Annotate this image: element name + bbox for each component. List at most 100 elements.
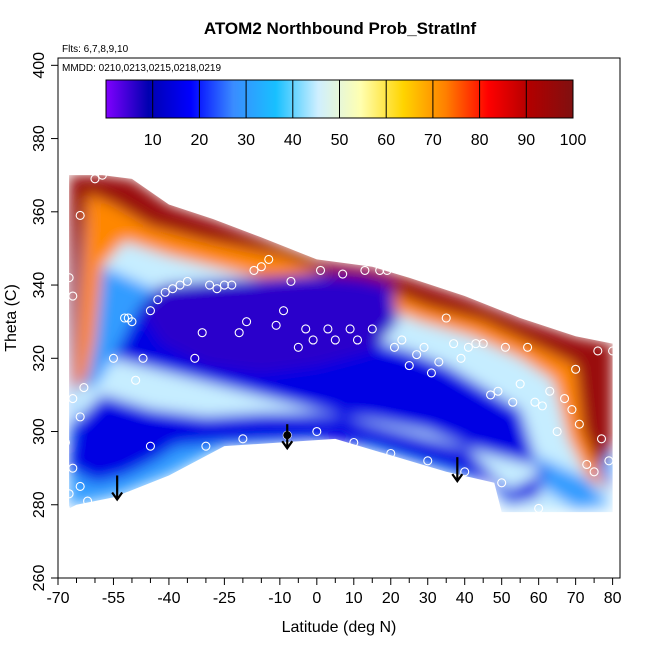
flights-annotation: Flts: 6,7,8,9,10 xyxy=(62,44,129,55)
y-tick-label: 280 xyxy=(31,491,48,518)
colorbar-tick-label: 10 xyxy=(144,132,162,149)
obs-point xyxy=(182,276,192,286)
obs-point xyxy=(375,265,385,275)
down-arrow xyxy=(451,457,464,484)
obs-point xyxy=(75,210,85,221)
obs-point xyxy=(219,280,229,290)
obs-point xyxy=(75,481,85,492)
obs-point xyxy=(497,478,507,488)
x-tick-label: 10 xyxy=(345,590,363,607)
obs-point xyxy=(537,401,547,411)
obs-point xyxy=(238,434,248,444)
obs-point xyxy=(608,346,618,356)
colorbar-tick-label: 100 xyxy=(560,132,587,149)
obs-point xyxy=(308,335,318,345)
colorbar-tick-label: 70 xyxy=(424,132,442,149)
obs-point xyxy=(456,353,466,363)
obs-point xyxy=(589,467,599,477)
x-tick-label: -10 xyxy=(268,590,291,607)
field-blur-group xyxy=(69,175,613,513)
obs-point xyxy=(312,426,322,437)
obs-point xyxy=(426,368,436,378)
colorbar-tick-label: 30 xyxy=(237,132,255,149)
obs-point xyxy=(382,265,392,275)
obs-point xyxy=(242,317,252,327)
x-tick-label: -70 xyxy=(46,590,69,607)
x-axis: -70 -55 -40 -25 -10 0 10 20 30 40 50 60 70 80 xyxy=(46,578,622,607)
obs-point xyxy=(108,353,119,363)
obs-point xyxy=(315,265,326,275)
x-tick-label: -55 xyxy=(102,590,125,607)
obs-point xyxy=(68,291,78,301)
obs-point xyxy=(559,394,570,404)
y-axis-label: Theta (C) xyxy=(3,284,20,352)
field-region xyxy=(72,193,609,491)
obs-point xyxy=(471,339,481,349)
obs-point xyxy=(582,459,592,470)
obs-point xyxy=(153,295,163,305)
obs-point xyxy=(352,335,363,345)
obs-point xyxy=(349,437,359,448)
obs-point xyxy=(256,262,266,272)
obs-point xyxy=(201,441,211,451)
obs-point xyxy=(493,386,503,396)
obs-point xyxy=(227,280,237,290)
x-tick-label: 70 xyxy=(567,590,585,607)
x-tick-label: -40 xyxy=(157,590,180,607)
obs-point xyxy=(83,496,93,506)
obs-point xyxy=(271,320,281,330)
obs-point xyxy=(205,280,215,290)
colorbar-tick-label: 60 xyxy=(377,132,395,149)
obs-point xyxy=(412,350,422,360)
obs-point xyxy=(212,284,222,294)
x-tick-label: 60 xyxy=(530,590,548,607)
obs-point xyxy=(486,390,496,400)
colorbar: 10 20 30 40 50 60 70 80 90 100 xyxy=(105,79,587,149)
field-region xyxy=(69,175,613,469)
colorbar-tick-label: 80 xyxy=(471,132,489,149)
obs-point xyxy=(323,324,333,334)
colorbar-tick-label: 90 xyxy=(517,132,535,149)
y-tick-label: 360 xyxy=(31,198,48,225)
obs-point xyxy=(397,335,407,345)
obs-point xyxy=(567,404,577,415)
x-axis-label: Latitude (deg N) xyxy=(282,619,397,636)
x-tick-label: 0 xyxy=(312,590,321,607)
obs-point xyxy=(293,342,303,352)
obs-point xyxy=(593,346,603,356)
obs-point xyxy=(434,357,444,367)
obs-point xyxy=(508,397,518,407)
obs-point xyxy=(60,437,70,448)
x-tick-label: -25 xyxy=(213,590,236,607)
obs-point xyxy=(75,412,85,422)
obs-point xyxy=(301,324,311,334)
obs-point xyxy=(190,353,200,363)
obs-point xyxy=(515,379,525,389)
obs-point xyxy=(264,254,274,264)
arrows xyxy=(111,424,464,502)
obs-point xyxy=(168,284,178,294)
obs-point xyxy=(330,335,340,345)
obs-point xyxy=(389,342,400,352)
obs-point xyxy=(90,174,100,184)
obs-point xyxy=(97,170,107,180)
heatmap-field xyxy=(69,175,613,513)
plot-frame xyxy=(57,57,621,579)
obs-point xyxy=(596,434,607,444)
x-tick-label: 30 xyxy=(419,590,437,607)
obs-point xyxy=(175,280,185,290)
obs-point xyxy=(419,342,429,352)
colorbar-tick-label: 20 xyxy=(191,132,209,149)
obs-point xyxy=(79,383,89,393)
colorbar-tick-label: 40 xyxy=(284,132,302,149)
obs-point xyxy=(120,313,130,323)
obs-point xyxy=(460,467,470,477)
obs-point xyxy=(449,339,459,349)
obs-point xyxy=(574,419,584,429)
y-tick-label: 400 xyxy=(31,52,48,79)
obs-point xyxy=(571,364,581,374)
y-axis: 260 280 300 320 340 360 380 400 xyxy=(31,52,58,591)
obs-point xyxy=(500,342,510,352)
obs-point xyxy=(127,317,137,327)
